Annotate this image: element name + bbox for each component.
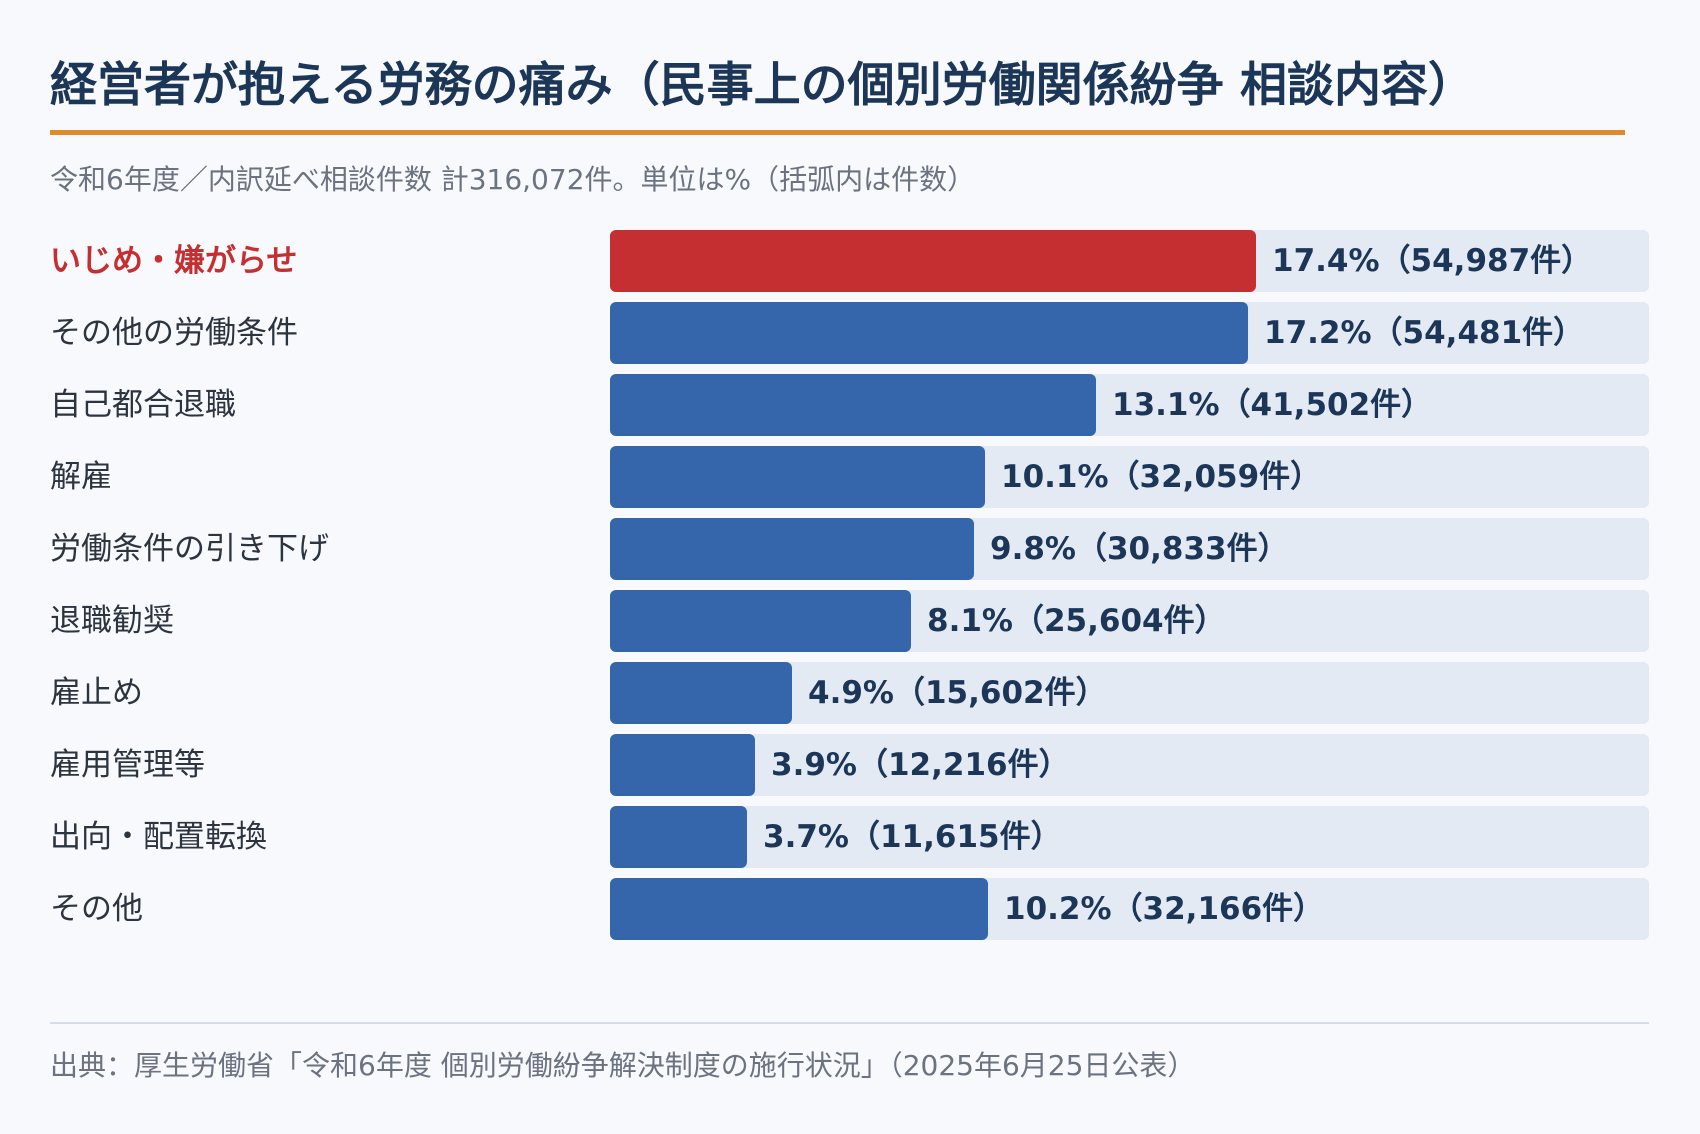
- bar-row: 退職勧奨 8.1%（25,604件）: [0, 590, 1700, 652]
- bar: [610, 734, 755, 796]
- value-label: 17.2%（54,481件）: [1264, 315, 1585, 351]
- bar: [610, 446, 985, 508]
- bar-row: 自己都合退職 13.1%（41,502件）: [0, 374, 1700, 436]
- bar-track: 8.1%（25,604件）: [610, 590, 1649, 652]
- category-label: 雇止め: [50, 675, 143, 711]
- bar-row: その他の労働条件 17.2%（54,481件）: [0, 302, 1700, 364]
- value-label: 8.1%（25,604件）: [927, 603, 1226, 639]
- title-underline: [50, 130, 1625, 135]
- bar-row: その他 10.2%（32,166件）: [0, 878, 1700, 940]
- bar-track: 17.2%（54,481件）: [610, 302, 1649, 364]
- source-note: 出典：厚生労働省「令和6年度 個別労働紛争解決制度の施行状況」（2025年6月2…: [50, 1049, 1196, 1082]
- value-label: 10.1%（32,059件）: [1001, 459, 1322, 495]
- bar-row: 労働条件の引き下げ 9.8%（30,833件）: [0, 518, 1700, 580]
- category-label: 自己都合退職: [50, 387, 236, 423]
- category-label: その他: [50, 891, 143, 927]
- value-label: 13.1%（41,502件）: [1112, 387, 1433, 423]
- value-label: 3.9%（12,216件）: [771, 747, 1070, 783]
- bar-track: 3.9%（12,216件）: [610, 734, 1649, 796]
- bar: [610, 230, 1256, 292]
- chart-subtitle: 令和6年度／内訳延べ相談件数 計316,072件。単位は%（括弧内は件数）: [50, 163, 976, 196]
- bar: [610, 302, 1248, 364]
- value-label: 17.4%（54,987件）: [1272, 243, 1593, 279]
- bar-row: 解雇 10.1%（32,059件）: [0, 446, 1700, 508]
- bar: [610, 878, 988, 940]
- bar-track: 3.7%（11,615件）: [610, 806, 1649, 868]
- category-label: 雇用管理等: [50, 747, 205, 783]
- value-label: 10.2%（32,166件）: [1004, 891, 1325, 927]
- value-label: 4.9%（15,602件）: [808, 675, 1107, 711]
- bar-track: 9.8%（30,833件）: [610, 518, 1649, 580]
- bar: [610, 806, 747, 868]
- bar: [610, 518, 974, 580]
- footer-divider: [50, 1022, 1649, 1024]
- bar: [610, 590, 911, 652]
- bar-track: 10.1%（32,059件）: [610, 446, 1649, 508]
- category-label: 出向・配置転換: [50, 819, 267, 855]
- bar: [610, 662, 792, 724]
- bar-row: いじめ・嫌がらせ 17.4%（54,987件）: [0, 230, 1700, 292]
- bar-row: 雇用管理等 3.9%（12,216件）: [0, 734, 1700, 796]
- bar-track: 13.1%（41,502件）: [610, 374, 1649, 436]
- bar-track: 4.9%（15,602件）: [610, 662, 1649, 724]
- category-label: その他の労働条件: [50, 315, 298, 351]
- value-label: 9.8%（30,833件）: [990, 531, 1289, 567]
- category-label: 解雇: [50, 459, 112, 495]
- category-label: いじめ・嫌がらせ: [50, 243, 298, 279]
- bar-track: 10.2%（32,166件）: [610, 878, 1649, 940]
- category-label: 退職勧奨: [50, 603, 174, 639]
- bar-row: 出向・配置転換 3.7%（11,615件）: [0, 806, 1700, 868]
- bar-chart: いじめ・嫌がらせ 17.4%（54,987件） その他の労働条件 17.2%（54,4…: [0, 230, 1700, 1010]
- chart-title: 経営者が抱える労務の痛み（民事上の個別労働関係紛争 相談内容）: [50, 58, 1475, 113]
- bar: [610, 374, 1096, 436]
- value-label: 3.7%（11,615件）: [763, 819, 1062, 855]
- bar-row: 雇止め 4.9%（15,602件）: [0, 662, 1700, 724]
- bar-track: 17.4%（54,987件）: [610, 230, 1649, 292]
- category-label: 労働条件の引き下げ: [50, 531, 329, 567]
